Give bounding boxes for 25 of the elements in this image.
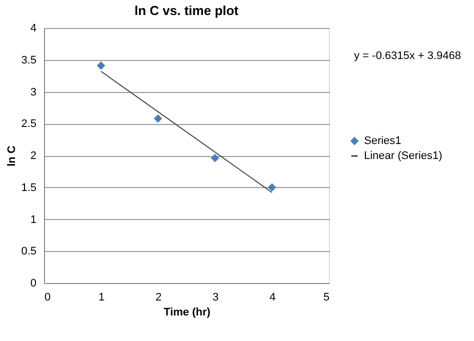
y-tick-label: 3 [30, 86, 36, 98]
legend-label: Linear (Series1) [364, 150, 442, 162]
x-tick-label: 2 [155, 292, 162, 304]
y-tick-label: 1 [30, 214, 36, 226]
point [210, 154, 220, 162]
y-tick-label: 4 [30, 22, 36, 34]
x-tick-label: 1 [98, 292, 105, 304]
text: y = -0.6315x + 3.9468 [354, 50, 462, 62]
point [268, 183, 276, 192]
y-tick-label: 0 [30, 278, 36, 290]
chart-title: ln C vs. time plot [134, 3, 240, 18]
x-tick-label: 3 [212, 292, 219, 304]
x-tick-label: 5 [323, 292, 330, 304]
point [96, 61, 106, 70]
y-axis-title: ln C [6, 146, 18, 166]
x-tick-label: 4 [269, 292, 276, 304]
legend-label: Series1 [364, 135, 402, 147]
y-tick-label: 2.5 [21, 118, 36, 130]
y-tick-label: 3.5 [21, 54, 36, 66]
point [154, 114, 162, 123]
y-tick-label: 0.5 [21, 246, 36, 258]
y-tick-label: 2 [30, 150, 36, 162]
x-tick-label: 0 [44, 292, 51, 304]
x-axis-title: Time (hr) [164, 306, 211, 318]
y-tick-label: 1.5 [21, 182, 36, 194]
